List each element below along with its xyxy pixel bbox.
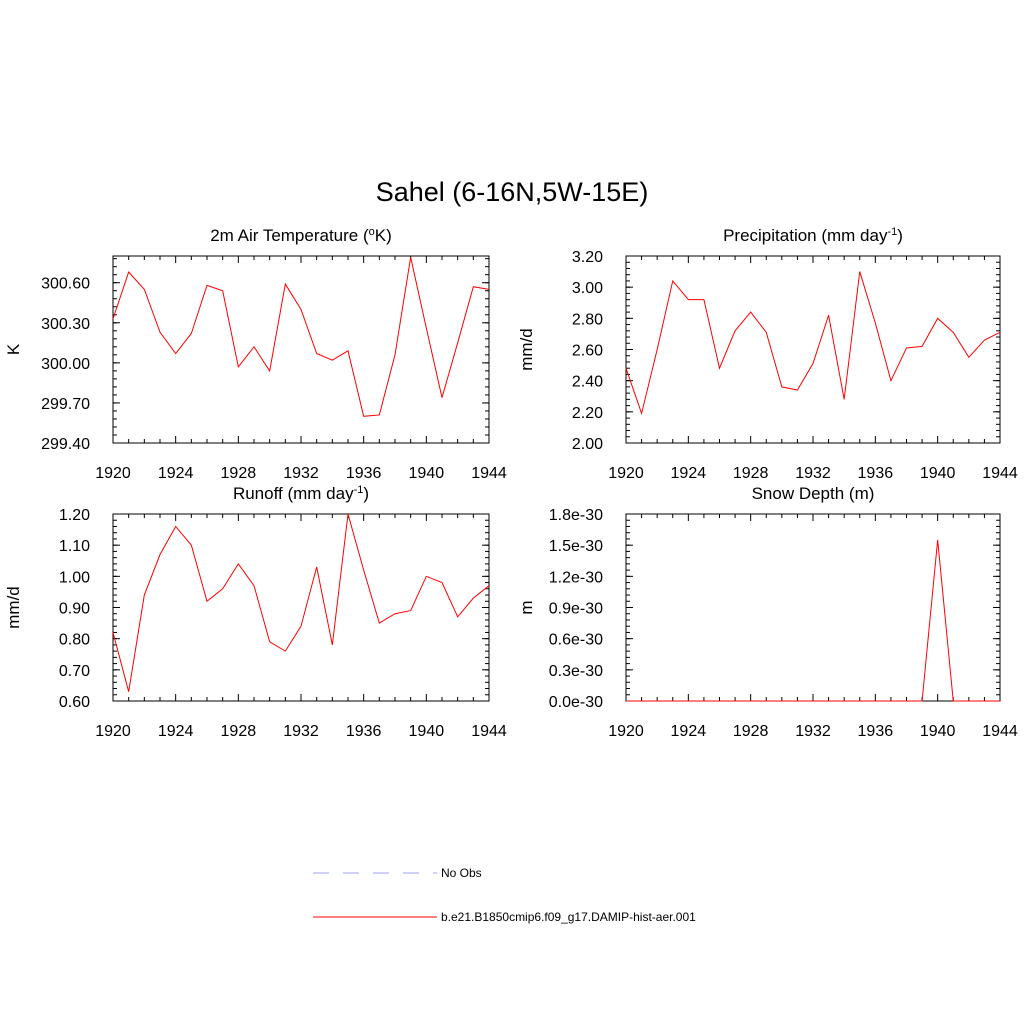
x-tick-label: 1944: [471, 465, 507, 482]
y-tick-label: 1.20: [59, 507, 90, 524]
y-tick-label: 300.60: [41, 276, 90, 293]
y-tick-label: 2.20: [572, 405, 603, 422]
y-tick-label: 0.3e-30: [549, 663, 603, 680]
y-tick-label: 0.80: [59, 632, 90, 649]
figure-title: Sahel (6-16N,5W-15E): [376, 177, 649, 207]
x-tick-label: 1944: [982, 465, 1018, 482]
y-tick-label: 0.90: [59, 601, 90, 618]
y-tick-label: 0.9e-30: [549, 601, 603, 618]
panel-title: Snow Depth (m): [752, 484, 875, 503]
x-tick-label: 1920: [95, 723, 131, 740]
y-tick-label: 3.20: [572, 249, 603, 266]
x-tick-label: 1936: [346, 465, 382, 482]
series-line: [626, 539, 1000, 702]
y-tick-label: 299.40: [41, 436, 90, 453]
panel-air-temperature: 2m Air Temperature (oK) K 1920 1924 1928 1932…: [4, 226, 507, 482]
y-tick-label: 2.00: [572, 436, 603, 453]
panel-title: Runoff (mm day-1): [233, 484, 369, 503]
x-tick-label: 1920: [95, 465, 131, 482]
panel-snow-depth: Snow Depth (m) m 1920 1924 1928 1932 1936 1940 1…: [517, 484, 1018, 740]
y-tick-label: 0.0e-30: [549, 694, 603, 711]
y-tick-label: 300.00: [41, 356, 90, 373]
y-tick-label: 299.70: [41, 396, 90, 413]
panel-title: Precipitation (mm day-1): [723, 226, 903, 245]
y-tick-label: 0.70: [59, 663, 90, 680]
panel-runoff: Runoff (mm day-1) mm/d 1920 1924 1928 1932 193…: [4, 484, 507, 740]
series-line: [625, 271, 1001, 416]
y-axis-label: mm/d: [4, 586, 23, 629]
y-tick-label: 2.80: [572, 311, 603, 328]
y-tick-label: 0.60: [59, 694, 90, 711]
x-tick-label: 1928: [733, 723, 769, 740]
plot-frame: [112, 513, 490, 702]
panel-precipitation: Precipitation (mm day-1) mm/d 1920 1924 1928…: [517, 226, 1018, 482]
x-tick-label: 1924: [158, 465, 194, 482]
x-tick-label: 1932: [283, 465, 319, 482]
x-tick-label: 1936: [346, 723, 382, 740]
y-axis-label: m: [517, 600, 536, 614]
legend-label-no-obs: No Obs: [441, 866, 482, 880]
y-tick-label: 300.30: [41, 316, 90, 333]
y-tick-label: 1.5e-30: [549, 538, 603, 555]
x-tick-label: 1936: [858, 723, 894, 740]
y-tick-label: 1.10: [59, 538, 90, 555]
x-tick-label: 1944: [982, 723, 1018, 740]
y-axis-label: K: [4, 343, 23, 355]
x-tick-label: 1924: [671, 723, 707, 740]
x-tick-label: 1940: [920, 465, 956, 482]
x-tick-label: 1932: [795, 723, 831, 740]
x-tick-label: 1920: [608, 465, 644, 482]
x-tick-label: 1944: [471, 723, 507, 740]
y-tick-label: 0.6e-30: [549, 632, 603, 649]
x-tick-label: 1932: [795, 465, 831, 482]
x-tick-label: 1928: [221, 465, 257, 482]
y-tick-label: 2.40: [572, 374, 603, 391]
x-tick-label: 1928: [221, 723, 257, 740]
x-tick-label: 1920: [608, 723, 644, 740]
x-tick-label: 1932: [283, 723, 319, 740]
x-tick-label: 1940: [409, 723, 445, 740]
y-tick-label: 2.60: [572, 343, 603, 360]
x-tick-label: 1928: [733, 465, 769, 482]
series-line: [112, 257, 490, 417]
x-tick-label: 1924: [671, 465, 707, 482]
y-axis-label: mm/d: [517, 328, 536, 371]
plot-frame: [625, 255, 1001, 444]
x-tick-label: 1940: [920, 723, 956, 740]
y-tick-label: 1.8e-30: [549, 507, 603, 524]
legend-label-model: b.e21.B1850cmip6.f09_g17.DAMIP-hist-aer.…: [441, 910, 696, 924]
legend: No Obs b.e21.B1850cmip6.f09_g17.DAMIP-hi…: [313, 866, 696, 924]
x-tick-label: 1936: [858, 465, 894, 482]
plot-frame: [112, 255, 490, 444]
series-line: [112, 513, 490, 692]
x-tick-label: 1924: [158, 723, 194, 740]
y-tick-label: 1.00: [59, 569, 90, 586]
panel-title: 2m Air Temperature (oK): [210, 226, 392, 245]
y-tick-label: 3.00: [572, 280, 603, 297]
x-tick-label: 1940: [409, 465, 445, 482]
y-tick-label: 1.2e-30: [549, 569, 603, 586]
